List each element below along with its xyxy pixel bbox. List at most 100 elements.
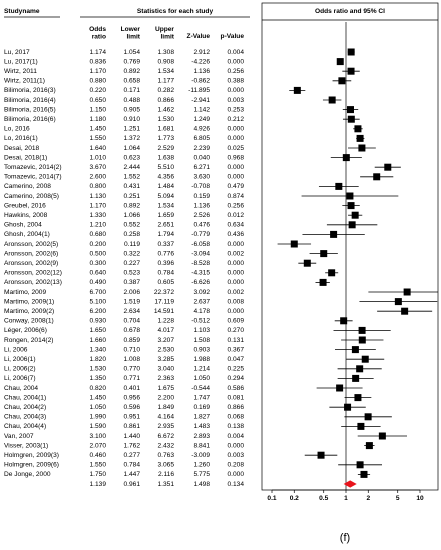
table-cell: 0.000 <box>227 270 244 277</box>
table-cell: 0.251 <box>123 193 140 200</box>
table-cell: 3.100 <box>89 433 106 440</box>
table-cell: 1.150 <box>89 106 106 113</box>
table-cell: 0.623 <box>123 154 140 161</box>
table-cell: 0.119 <box>124 241 140 248</box>
table-cell: 0.956 <box>123 394 140 401</box>
odds-ratio-marker <box>328 269 336 277</box>
table-cell: 0.658 <box>123 78 140 85</box>
table-cell: 0.000 <box>227 135 244 142</box>
odds-ratio-marker <box>347 48 355 56</box>
table-cell: 1.508 <box>193 337 210 344</box>
table-cell: 3.207 <box>157 337 174 344</box>
odds-ratio-marker <box>358 336 366 344</box>
table-cell: -0.779 <box>191 231 210 238</box>
table-cell: 1.820 <box>89 356 106 363</box>
table-cell: -0.544 <box>191 385 210 392</box>
table-cell: 1.640 <box>89 145 106 152</box>
table-cell: 6.271 <box>193 164 210 171</box>
table-cell: 0.861 <box>123 423 140 430</box>
table-cell: 0.880 <box>89 78 106 85</box>
table-cell: 22.372 <box>154 289 175 296</box>
table-cell: 1.534 <box>157 68 174 75</box>
table-cell: 1.638 <box>157 154 174 161</box>
table-cell: 0.436 <box>227 231 244 238</box>
table-cell: 0.000 <box>227 58 244 65</box>
table-cell: 0.004 <box>227 49 244 56</box>
table-cell: 1.142 <box>193 106 210 113</box>
study-name: Desai, 2018 <box>4 145 40 152</box>
table-cell: 0.908 <box>157 58 174 65</box>
table-cell: 2.600 <box>89 174 106 181</box>
odds-ratio-marker <box>319 278 327 286</box>
table-cell: 1.249 <box>193 116 210 123</box>
study-name: Bilimoria, 2016(6) <box>4 116 56 123</box>
caption: (f) <box>340 532 350 544</box>
table-cell: 0.000 <box>227 87 244 94</box>
table-cell: 1.447 <box>123 471 140 478</box>
table-cell: 0.387 <box>123 279 140 286</box>
table-cell: 0.479 <box>227 183 244 190</box>
table-cell: 0.008 <box>227 298 244 305</box>
table-cell: 0.134 <box>227 481 244 488</box>
table-cell: 1.214 <box>193 366 210 373</box>
table-cell: 4.178 <box>193 308 210 315</box>
odds-ratio-marker <box>317 451 325 459</box>
table-cell: 1.139 <box>89 481 106 488</box>
table-cell: 0.605 <box>157 279 174 286</box>
table-cell: 1.550 <box>89 135 106 142</box>
table-cell: 0.892 <box>123 68 140 75</box>
study-name: Li, 2006(2) <box>4 366 36 373</box>
table-cell: 17.119 <box>154 298 174 305</box>
table-cell: 1.066 <box>123 212 140 219</box>
plot-marks <box>277 48 438 488</box>
table-cell: 0.025 <box>227 145 244 152</box>
table-cell: -6.058 <box>191 241 210 248</box>
table-cell: 0.068 <box>227 414 244 421</box>
odds-ratio-marker <box>358 144 366 152</box>
table-cell: -3.009 <box>191 452 210 459</box>
table-cell: 0.004 <box>227 433 244 440</box>
table-cell: -0.862 <box>191 78 210 85</box>
study-name: Hawkins, 2008 <box>4 212 48 219</box>
table-cell: 1.350 <box>89 375 106 382</box>
column-header: Lower limit <box>121 26 141 41</box>
study-name: Li, 2006(7) <box>4 375 36 382</box>
table-cell: 0.000 <box>227 260 244 267</box>
table-cell: 0.680 <box>89 231 106 238</box>
table-cell: 0.892 <box>123 202 140 209</box>
table-cell: 1.534 <box>157 202 174 209</box>
table-cell: 2.637 <box>193 298 210 305</box>
table-cell: 0.171 <box>123 87 140 94</box>
table-cell: 2.239 <box>193 145 210 152</box>
table-cell: 1.519 <box>123 298 140 305</box>
study-name: Chau, 2004(3) <box>4 414 46 421</box>
table-cell: 6.200 <box>89 308 106 315</box>
table-cell: 0.859 <box>123 337 140 344</box>
table-cell: 0.776 <box>157 250 174 257</box>
x-tick-label: 0.5 <box>319 495 328 502</box>
odds-ratio-marker <box>328 96 336 104</box>
table-cell: 1.552 <box>123 174 140 181</box>
table-cell: 0.401 <box>123 385 140 392</box>
odds-ratio-marker <box>356 365 364 373</box>
table-cell: 1.440 <box>123 433 140 440</box>
study-name: Tomazevic, 2014(7) <box>4 174 62 181</box>
odds-ratio-marker <box>394 298 402 306</box>
table-cell: 0.650 <box>89 97 106 104</box>
odds-ratio-marker <box>354 125 362 133</box>
table-cell: 0.784 <box>157 270 174 277</box>
table-cell: 2.526 <box>193 212 210 219</box>
study-name: Chau, 2004(1) <box>4 394 46 401</box>
table-cell: 1.340 <box>89 346 106 353</box>
odds-ratio-marker <box>373 173 381 181</box>
table-cell: 1.988 <box>193 356 210 363</box>
study-name: Van, 2007 <box>4 433 34 440</box>
study-name: Aronsson, 2002(9) <box>4 260 58 267</box>
table-cell: 0.388 <box>227 78 244 85</box>
study-name: Wirtz, 2011(1) <box>4 78 45 85</box>
table-cell: 1.483 <box>193 423 210 430</box>
study-name: Aronsson, 2002(6) <box>4 250 58 257</box>
table-cell: -0.512 <box>191 318 210 325</box>
odds-ratio-marker <box>347 202 355 210</box>
